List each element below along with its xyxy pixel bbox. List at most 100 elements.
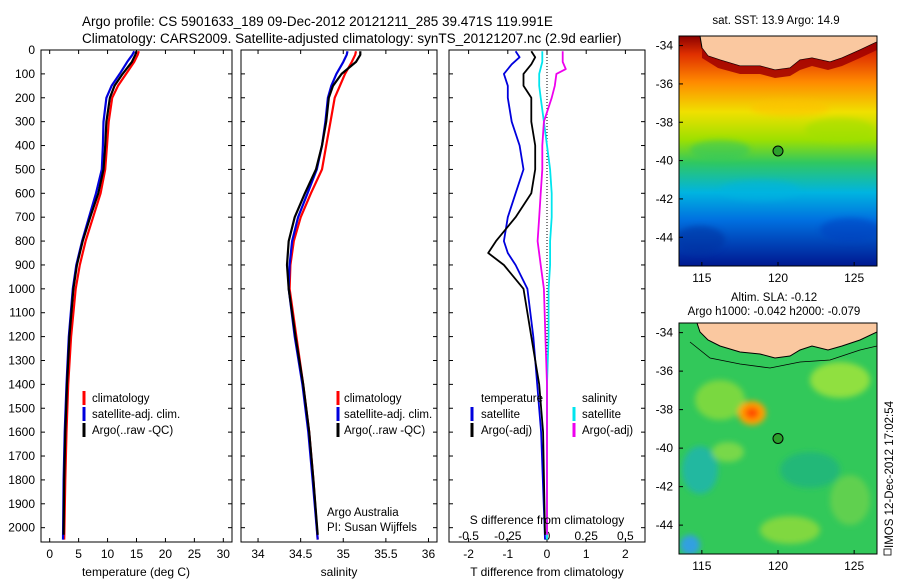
lat-tick-label: -38 xyxy=(656,115,674,129)
y-tick-label: 1600 xyxy=(8,425,35,439)
difference-series xyxy=(487,50,567,540)
lon-tick-label: 125 xyxy=(844,559,864,573)
salinity-satellite-line xyxy=(538,51,553,540)
y-tick-label: 1800 xyxy=(8,473,35,487)
x-tick-label: -2 xyxy=(463,547,474,561)
y-tick-label: 1100 xyxy=(9,306,35,320)
lat-tick-label: -38 xyxy=(656,403,674,417)
s-difference-xlabel: S difference from climatology xyxy=(470,513,625,527)
sla-map-title-line1: Altim. SLA: -0.12 xyxy=(731,292,817,304)
x2-tick-label: 0.5 xyxy=(617,529,634,543)
y-tick-label: 400 xyxy=(15,139,35,153)
y-tick-label: 200 xyxy=(15,91,35,105)
sst-map-lon-axis: 115 120 125 xyxy=(692,262,864,285)
argo-raw-qc-line xyxy=(62,50,138,535)
y-tick-label: 700 xyxy=(15,210,35,224)
australia-coast-sla xyxy=(696,323,877,359)
x-tick-label: 20 xyxy=(159,547,173,561)
y-tick-label: 1300 xyxy=(8,353,35,367)
legend-label-climatology: climatology xyxy=(92,393,150,405)
x2-tick-label: -0.25 xyxy=(494,529,522,543)
x-tick-label: 25 xyxy=(188,547,202,561)
y-tick-label: 1200 xyxy=(8,330,35,344)
temperature-panel: 0100200300400500600700800900100011001200… xyxy=(8,43,233,579)
t-difference-x-axis: -2 -1 0 1 2 xyxy=(449,49,645,561)
figure-title-line2: Climatology: CARS2009. Satellite-adjuste… xyxy=(82,31,622,46)
y-tick-label: 600 xyxy=(15,186,35,200)
lat-tick-label: -44 xyxy=(656,518,674,532)
y-tick-label: 1700 xyxy=(8,449,35,463)
legend-label-t-argo: Argo(-adj) xyxy=(481,425,532,437)
lon-tick-label: 115 xyxy=(692,271,711,285)
legend-label-t-satellite: satellite xyxy=(481,409,520,421)
legend-label-argo: Argo(..raw -QC) xyxy=(92,425,173,437)
lon-tick-label: 125 xyxy=(844,271,864,285)
x-tick-label: 35.5 xyxy=(374,547,398,561)
temperature-satellite-line xyxy=(502,50,546,540)
sst-map-lat-axis: -34 -36 -38 -40 -42 -44 xyxy=(656,39,683,244)
depth-axis: 0 100 200 300 400 500 600 700 800 900 1000 1100 1200… xyxy=(8,43,35,535)
sla-map-title-line2: Argo h1000: -0.042 h2000: -0.079 xyxy=(688,306,861,318)
coastal-warm-band xyxy=(702,42,877,78)
y-tick-label: 2000 xyxy=(8,521,35,535)
argo-float-marker xyxy=(772,433,784,444)
legend-label-satellite: satellite-adj. clim. xyxy=(92,409,180,421)
lon-tick-label: 115 xyxy=(692,559,711,573)
x-tick-label: 0 xyxy=(46,547,53,561)
y-tick-label: 800 xyxy=(15,234,35,248)
sla-contour xyxy=(689,341,877,369)
salinity-panel: 34 34.5 35 35.5 36 salinity climatology sate… xyxy=(240,49,438,579)
lat-tick-label: -42 xyxy=(656,480,674,494)
legend-label-s-argo: Argo(-adj) xyxy=(582,425,633,437)
x2-tick-label: -0.5 xyxy=(458,529,479,543)
argo-raw-qc-line xyxy=(285,51,362,535)
y-tick-label: 100 xyxy=(15,67,35,81)
x-tick-label: 36 xyxy=(422,547,436,561)
salinity-argo-adj-line xyxy=(536,51,567,535)
legend-header-salinity: salinity xyxy=(582,393,617,405)
sst-field-texture xyxy=(679,100,877,254)
salinity-xlabel: salinity xyxy=(321,565,358,579)
legend-header-temperature: temperature xyxy=(481,393,543,405)
temperature-axes-frame xyxy=(40,49,233,543)
imos-logo-mark xyxy=(883,548,892,556)
legend-label-s-satellite: satellite xyxy=(582,409,621,421)
argo-float-marker xyxy=(772,145,784,157)
lat-tick-label: -36 xyxy=(656,77,674,91)
sla-map-panel: Altim. SLA: -0.12 Argo h1000: -0.042 h20… xyxy=(656,292,878,573)
t-difference-xlabel: T difference from climatology xyxy=(470,565,624,579)
salinity-series xyxy=(285,50,362,540)
y-tick-label: 900 xyxy=(15,258,35,272)
lat-tick-label: -42 xyxy=(656,192,674,206)
lat-tick-label: -40 xyxy=(656,154,674,168)
difference-legend: temperature satellite Argo(-adj) salinit… xyxy=(470,393,633,437)
x-tick-label: 35 xyxy=(337,547,351,561)
lat-tick-label: -40 xyxy=(656,441,674,455)
temperature-x-axis: 0 5 10 15 20 25 30 xyxy=(41,49,232,561)
argo-credit-line1: Argo Australia xyxy=(327,507,399,519)
y-tick-label: 1900 xyxy=(8,497,35,511)
climatology-line xyxy=(63,50,140,540)
x-tick-label: 34 xyxy=(251,547,265,561)
temperature-argo-adj-line xyxy=(487,50,546,535)
legend-label-climatology: climatology xyxy=(344,393,402,405)
difference-panel: -2 -1 0 1 2 -0.5 -0.25 0 0.25 0.5 S difference f… xyxy=(448,49,646,579)
x-tick-label: 10 xyxy=(101,547,115,561)
sst-map-panel: sat. SST: 13.9 Argo: 14.9 -34 -36 -38 -40 -4… xyxy=(656,15,878,285)
lat-tick-label: -44 xyxy=(656,230,674,244)
sla-map-lat-axis: -34 -36 -38 -40 -42 -44 xyxy=(656,326,683,532)
salinity-axes-frame xyxy=(240,49,438,543)
x-tick-label: -1 xyxy=(502,547,513,561)
argo-credit-line2: PI: Susan Wijffels xyxy=(327,522,417,534)
temperature-series xyxy=(61,50,140,540)
y-tick-label: 300 xyxy=(15,115,35,129)
figure-title-line1: Argo profile: CS 5901633_189 09-Dec-2012… xyxy=(82,14,553,29)
lon-tick-label: 120 xyxy=(768,271,788,285)
temperature-xlabel: temperature (deg C) xyxy=(82,565,190,579)
y-tick-label: 0 xyxy=(28,43,35,57)
sla-map-lon-axis: 115 120 125 xyxy=(692,550,864,573)
y-tick-label: 1500 xyxy=(8,401,35,415)
sla-field-texture xyxy=(680,362,870,554)
lat-tick-label: -34 xyxy=(656,39,674,53)
x-tick-label: 15 xyxy=(130,547,144,561)
